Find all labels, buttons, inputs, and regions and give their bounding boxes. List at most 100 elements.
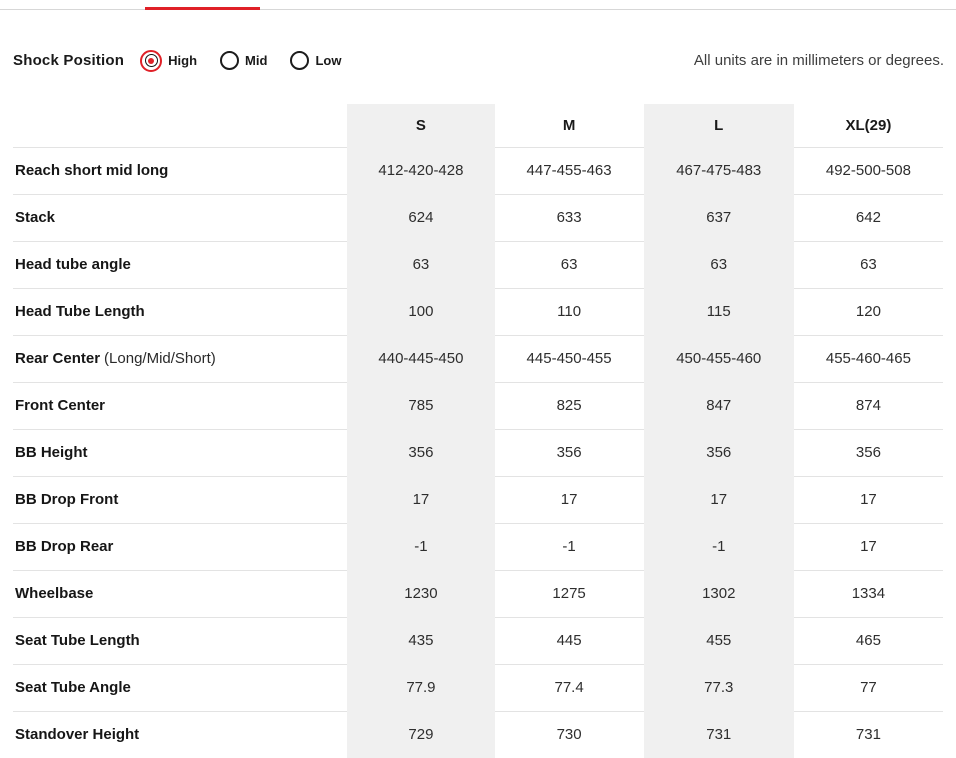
cell-size-m: 445-450-455 (494, 335, 644, 383)
table-row: Stack 624 633 637 642 (13, 194, 943, 242)
header-empty-cell (13, 104, 348, 148)
row-label: Front Center (15, 397, 105, 414)
cell-size-s: 77.9 (347, 664, 495, 712)
radio-high-label[interactable]: High (168, 53, 198, 68)
header-size-l: L (643, 104, 794, 148)
table-row: Seat Tube Angle 77.9 77.4 77.3 77 (13, 664, 943, 712)
cell-size-l: 1302 (643, 570, 794, 618)
row-label: Head Tube Length (15, 303, 145, 320)
header-row: S M L XL(29) (13, 104, 943, 148)
row-label-cell: BB Drop Rear (13, 523, 348, 571)
cell-size-m: 356 (494, 429, 644, 477)
shock-position-label: Shock Position (13, 52, 125, 69)
row-label-cell: Wheelbase (13, 570, 348, 618)
radio-dot (148, 57, 155, 64)
cell-size-l: 17 (643, 476, 794, 524)
row-label-cell: Seat Tube Angle (13, 664, 348, 712)
cell-size-l: 455 (643, 617, 794, 665)
cell-size-s: 440-445-450 (347, 335, 495, 383)
geometry-table: S M L XL(29) Reach short mid long 412-42… (13, 104, 943, 758)
cell-size-s: 435 (347, 617, 495, 665)
row-label-cell: Reach short mid long (13, 147, 348, 195)
table-row: BB Drop Front 17 17 17 17 (13, 476, 943, 524)
cell-size-l: -1 (643, 523, 794, 571)
cell-size-m: 1275 (494, 570, 644, 618)
radio-option-mid[interactable]: Mid (220, 51, 267, 70)
row-label-cell: Stack (13, 194, 348, 242)
cell-size-xl: 455-460-465 (793, 335, 943, 383)
table-row: Front Center 785 825 847 874 (13, 382, 943, 430)
cell-size-l: 77.3 (643, 664, 794, 712)
row-label-cell: Front Center (13, 382, 348, 430)
radio-mid-label[interactable]: Mid (245, 53, 268, 68)
cell-size-xl: 17 (793, 523, 943, 571)
radio-low-label[interactable]: Low (315, 53, 342, 68)
row-label-cell: Rear Center (Long/Mid/Short) (13, 335, 348, 383)
table-row: Standover Height 729 730 731 731 (13, 711, 943, 758)
cell-size-xl: 642 (793, 194, 943, 242)
radio-option-high[interactable]: High (140, 49, 198, 72)
table-row: BB Drop Rear -1 -1 -1 17 (13, 523, 943, 571)
row-label: Reach short mid long (15, 162, 169, 179)
cell-size-xl: 492-500-508 (793, 147, 943, 195)
row-label: Head tube angle (15, 256, 131, 273)
active-tab-indicator (145, 7, 260, 10)
cell-size-l: 356 (643, 429, 794, 477)
radio-option-low[interactable]: Low (290, 51, 341, 70)
cell-size-l: 115 (643, 288, 794, 336)
cell-size-s: 729 (347, 711, 495, 758)
cell-size-m: 825 (494, 382, 644, 430)
radio-low-icon[interactable] (290, 51, 310, 70)
cell-size-xl: 465 (793, 617, 943, 665)
cell-size-s: -1 (347, 523, 495, 571)
cell-size-xl: 731 (855, 726, 881, 744)
header-size-xl: XL(29) (793, 104, 943, 148)
cell-size-l: 450-455-460 (643, 335, 794, 383)
table-row: Rear Center (Long/Mid/Short) 440-445-450 … (13, 335, 943, 383)
cell-size-xl: 356 (793, 429, 943, 477)
radio-high-icon[interactable] (140, 49, 163, 72)
header-size-s: S (347, 104, 495, 148)
tab-bar-divider (0, 7, 956, 10)
cell-size-m: 633 (494, 194, 644, 242)
row-label-cell: Seat Tube Length (13, 617, 348, 665)
cell-size-m: 17 (494, 476, 644, 524)
cell-size-m: 730 (556, 726, 582, 744)
radio-mid-icon[interactable] (220, 51, 240, 70)
geometry-table-body: Reach short mid long 412-420-428 447-455… (13, 147, 943, 758)
cell-size-s: 356 (347, 429, 495, 477)
cell-size-m: 447-455-463 (494, 147, 644, 195)
row-label: BB Drop Front (15, 491, 119, 508)
cell-size-l: 731 (643, 711, 794, 758)
cell-size-m: 77.4 (494, 664, 644, 712)
cell-size-xl: 874 (793, 382, 943, 430)
cell-size-s: 624 (347, 194, 495, 242)
cell-size-s: 1230 (347, 570, 495, 618)
cell-size-m: 63 (494, 241, 644, 289)
row-label-cell: BB Height (13, 429, 348, 477)
header-size-m: M (494, 104, 644, 148)
table-row: Head Tube Length 100 110 115 120 (13, 288, 943, 336)
row-label-cell: Standover Height (13, 711, 347, 758)
row-label-cell: Head tube angle (13, 241, 348, 289)
units-note: All units are in millimeters or degrees. (693, 52, 944, 69)
cell-size-m: 110 (494, 288, 644, 336)
table-row: Seat Tube Length 435 445 455 465 (13, 617, 943, 665)
cell-size-m: -1 (494, 523, 644, 571)
row-label-cell: Head Tube Length (13, 288, 348, 336)
row-label: Rear Center (15, 350, 101, 367)
cell-size-s: 412-420-428 (347, 147, 495, 195)
row-label: Seat Tube Length (15, 632, 140, 649)
table-row: Head tube angle 63 63 63 63 (13, 241, 943, 289)
cell-size-s: 63 (347, 241, 495, 289)
cell-size-xl: 120 (793, 288, 943, 336)
row-label: Stack (15, 209, 56, 226)
cell-size-s: 785 (347, 382, 495, 430)
cell-size-l: 467-475-483 (643, 147, 794, 195)
row-label-cell: BB Drop Front (13, 476, 348, 524)
cell-size-xl: 1334 (793, 570, 943, 618)
table-row: Reach short mid long 412-420-428 447-455… (13, 147, 943, 195)
cell-size-s: 17 (347, 476, 495, 524)
cell-size-xl: 77 (793, 664, 943, 712)
shock-position-controls: Shock Position High Mid Low All units ar… (13, 47, 944, 74)
